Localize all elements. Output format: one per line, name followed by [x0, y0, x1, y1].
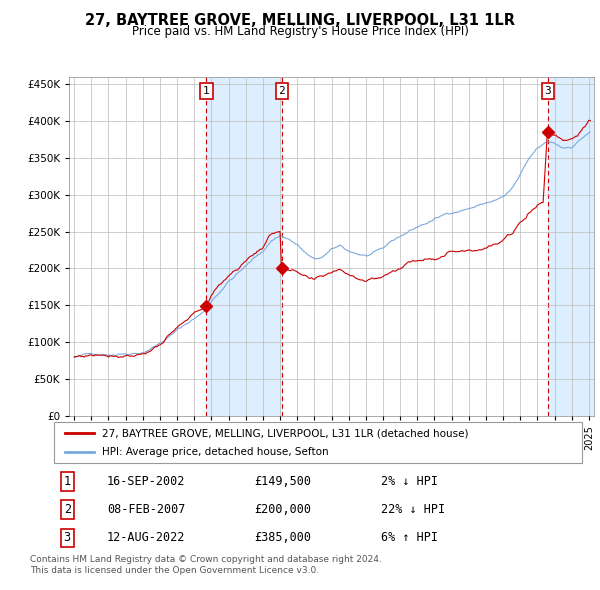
Text: £200,000: £200,000 — [254, 503, 311, 516]
Text: 27, BAYTREE GROVE, MELLING, LIVERPOOL, L31 1LR: 27, BAYTREE GROVE, MELLING, LIVERPOOL, L… — [85, 13, 515, 28]
Text: 6% ↑ HPI: 6% ↑ HPI — [382, 532, 439, 545]
Text: 1: 1 — [203, 86, 210, 96]
Text: £385,000: £385,000 — [254, 532, 311, 545]
Bar — [206, 77, 282, 416]
Text: 08-FEB-2007: 08-FEB-2007 — [107, 503, 185, 516]
Text: 27, BAYTREE GROVE, MELLING, LIVERPOOL, L31 1LR (detached house): 27, BAYTREE GROVE, MELLING, LIVERPOOL, L… — [101, 428, 468, 438]
Text: Contains HM Land Registry data © Crown copyright and database right 2024.: Contains HM Land Registry data © Crown c… — [30, 555, 382, 563]
Text: 3: 3 — [64, 532, 71, 545]
Text: 12-AUG-2022: 12-AUG-2022 — [107, 532, 185, 545]
Text: 16-SEP-2002: 16-SEP-2002 — [107, 475, 185, 488]
Text: 2: 2 — [278, 86, 285, 96]
Text: 2% ↓ HPI: 2% ↓ HPI — [382, 475, 439, 488]
Text: 2: 2 — [64, 503, 71, 516]
Text: £149,500: £149,500 — [254, 475, 311, 488]
Text: HPI: Average price, detached house, Sefton: HPI: Average price, detached house, Seft… — [101, 447, 328, 457]
Text: This data is licensed under the Open Government Licence v3.0.: This data is licensed under the Open Gov… — [30, 566, 319, 575]
Text: 3: 3 — [545, 86, 551, 96]
FancyBboxPatch shape — [54, 422, 582, 463]
Text: 22% ↓ HPI: 22% ↓ HPI — [382, 503, 445, 516]
Text: Price paid vs. HM Land Registry's House Price Index (HPI): Price paid vs. HM Land Registry's House … — [131, 25, 469, 38]
Text: 1: 1 — [64, 475, 71, 488]
Bar — [548, 77, 594, 416]
